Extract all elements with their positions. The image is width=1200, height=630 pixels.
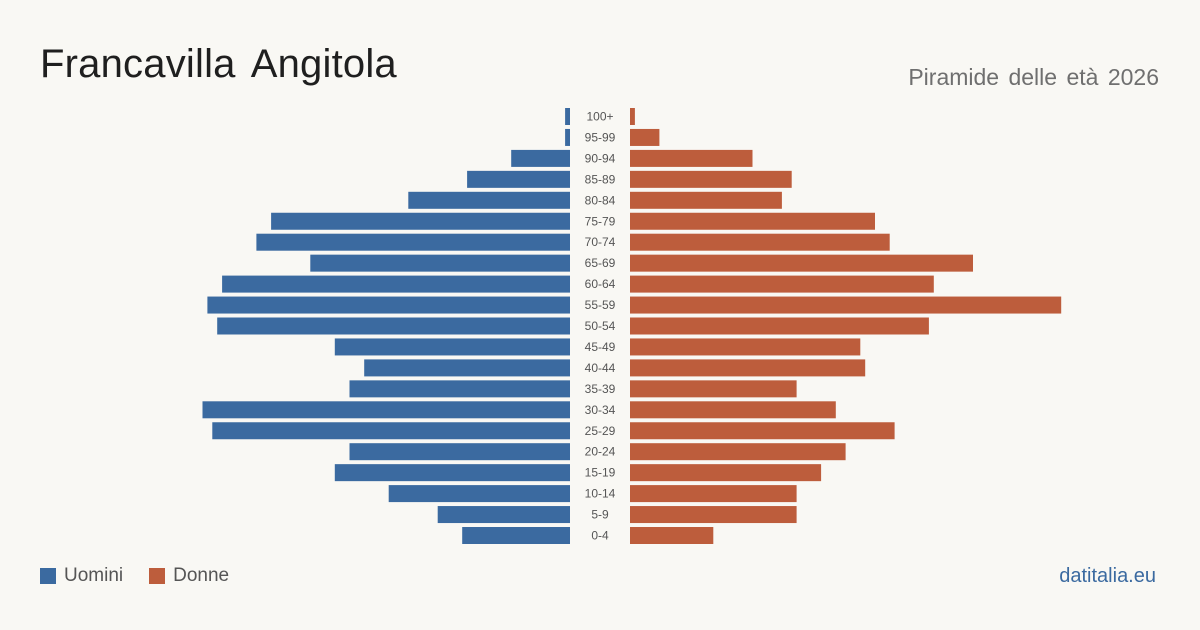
age-label-100+: 100+ xyxy=(586,110,613,124)
age-label-35-39: 35-39 xyxy=(585,382,616,396)
bar-women-0-4 xyxy=(630,527,714,544)
bar-women-95-99 xyxy=(630,128,660,146)
chart-title: Francavilla Angitola xyxy=(40,42,397,86)
bar-women-5-9 xyxy=(630,506,797,524)
bar-women-40-44 xyxy=(630,359,866,377)
age-label-25-29: 25-29 xyxy=(585,424,616,438)
age-label-0-4: 0-4 xyxy=(591,529,609,543)
bar-men-45-49 xyxy=(334,338,570,356)
legend: Uomini Donne xyxy=(40,565,255,587)
legend-label-women: Donne xyxy=(173,565,230,586)
age-label-10-14: 10-14 xyxy=(585,487,616,501)
age-label-60-64: 60-64 xyxy=(585,277,616,291)
bar-men-85-89 xyxy=(467,170,570,188)
age-label-70-74: 70-74 xyxy=(585,235,616,249)
legend-label-men: Uomini xyxy=(64,565,124,586)
bar-women-70-74 xyxy=(630,233,890,251)
age-label-90-94: 90-94 xyxy=(585,151,616,165)
bar-women-50-54 xyxy=(630,317,929,335)
bar-men-50-54 xyxy=(217,317,570,335)
bar-men-15-19 xyxy=(334,464,570,482)
bar-women-85-89 xyxy=(630,170,792,188)
age-label-30-34: 30-34 xyxy=(585,403,616,417)
age-label-65-69: 65-69 xyxy=(585,256,616,270)
bar-men-100+ xyxy=(565,108,570,125)
legend-swatch-women xyxy=(149,568,166,584)
chart-subtitle: Piramide delle età 2026 xyxy=(908,64,1159,90)
bar-men-60-64 xyxy=(222,275,570,293)
age-label-75-79: 75-79 xyxy=(585,214,616,228)
age-label-50-54: 50-54 xyxy=(585,319,616,333)
age-label-5-9: 5-9 xyxy=(591,508,609,522)
bar-women-35-39 xyxy=(630,380,797,398)
bar-women-90-94 xyxy=(630,149,753,167)
bar-men-70-74 xyxy=(256,233,570,251)
bar-men-80-84 xyxy=(408,191,570,209)
bar-women-55-59 xyxy=(630,296,1062,314)
age-label-80-84: 80-84 xyxy=(585,193,616,207)
bar-women-65-69 xyxy=(630,254,973,272)
age-label-40-44: 40-44 xyxy=(585,361,616,375)
bar-men-0-4 xyxy=(462,527,570,544)
bar-women-80-84 xyxy=(630,191,782,209)
bar-women-30-34 xyxy=(630,401,836,419)
bar-men-20-24 xyxy=(349,443,570,461)
legend-item-men: Uomini xyxy=(40,565,123,587)
bar-men-25-29 xyxy=(212,422,571,440)
bar-men-30-34 xyxy=(202,401,570,419)
bar-women-15-19 xyxy=(630,464,822,482)
bar-men-75-79 xyxy=(271,212,570,230)
legend-item-women: Donne xyxy=(149,565,229,587)
bar-women-45-49 xyxy=(630,338,861,356)
age-label-20-24: 20-24 xyxy=(585,445,616,459)
bar-women-60-64 xyxy=(630,275,934,293)
bar-men-55-59 xyxy=(207,296,570,314)
bar-men-35-39 xyxy=(349,380,570,398)
bar-men-65-69 xyxy=(310,254,570,272)
bar-men-90-94 xyxy=(511,149,570,167)
bar-women-20-24 xyxy=(630,443,846,461)
bar-men-40-44 xyxy=(364,359,570,377)
bar-men-5-9 xyxy=(437,506,570,524)
bar-women-25-29 xyxy=(630,422,895,440)
source-link[interactable]: datitalia.eu xyxy=(1059,565,1156,587)
age-label-95-99: 95-99 xyxy=(585,130,616,144)
bar-men-95-99 xyxy=(565,128,570,146)
age-label-15-19: 15-19 xyxy=(585,466,616,480)
age-label-45-49: 45-49 xyxy=(585,340,616,354)
legend-swatch-men xyxy=(40,568,56,584)
age-label-55-59: 55-59 xyxy=(585,298,616,312)
bar-women-10-14 xyxy=(630,485,797,503)
bar-women-100+ xyxy=(630,108,635,125)
age-label-85-89: 85-89 xyxy=(585,172,616,186)
bar-women-75-79 xyxy=(630,212,875,230)
bar-men-10-14 xyxy=(388,485,570,503)
